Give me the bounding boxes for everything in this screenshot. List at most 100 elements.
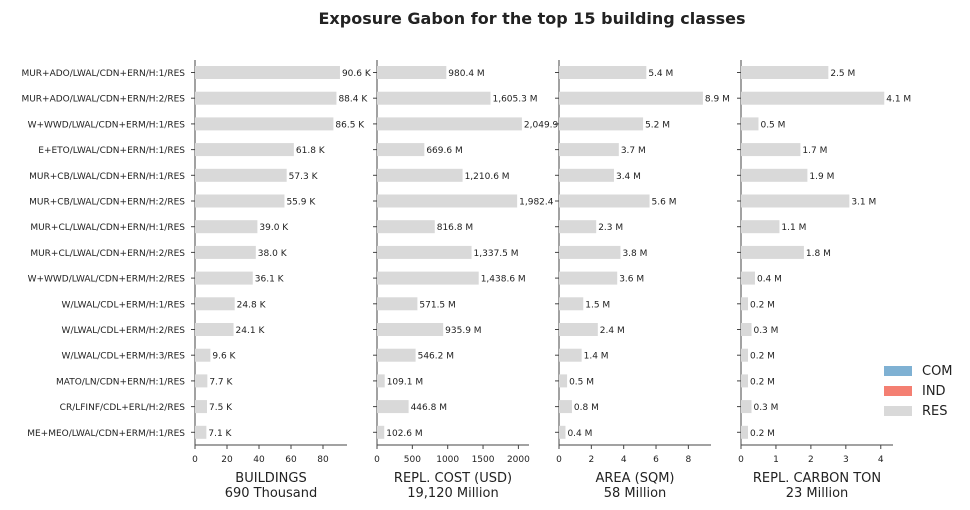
bar-res [559, 323, 598, 336]
bar-value-label: 3.1 M [851, 198, 876, 208]
bar-res [195, 425, 207, 439]
bar-value-label: 0.5 M [569, 377, 594, 387]
bar-res [195, 91, 337, 105]
bar-res [377, 143, 425, 157]
bar-value-label: 0.2 M [750, 429, 775, 439]
bar-res [195, 194, 285, 208]
bar-res [377, 117, 522, 131]
legend: COM IND RES [884, 362, 953, 422]
bar-value-label: 2.5 M [830, 69, 855, 79]
bar-value-label: 39.0 K [259, 223, 289, 233]
bar-res [377, 271, 479, 285]
x-tick-label: 6 [653, 455, 659, 465]
x-tick-label: 2 [808, 455, 814, 465]
bar-res [741, 168, 808, 182]
x-axis-total: 690 Thousand [225, 486, 318, 501]
legend-label-res: RES [922, 403, 948, 419]
category-label: W/LWAL/CDL+ERM/H:2/RES [62, 326, 186, 336]
bar-value-label: 571.5 M [419, 300, 455, 310]
bar-res [377, 91, 491, 105]
x-tick-label: 40 [253, 455, 265, 465]
bar-value-label: 2.4 M [600, 326, 625, 336]
bar-res [377, 374, 385, 388]
x-tick-label: 80 [317, 455, 329, 465]
x-tick-label: 4 [621, 455, 627, 465]
bar-value-label: 0.2 M [750, 300, 775, 310]
legend-label-com: COM [922, 363, 953, 379]
x-tick-label: 8 [685, 455, 691, 465]
category-label: MUR+CL/LWAL/CDN+ERN/H:1/RES [30, 223, 185, 233]
bar-value-label: 3.8 M [622, 249, 647, 259]
legend-swatch-com [884, 366, 912, 376]
bar-res [741, 271, 755, 285]
category-label: MUR+CB/LWAL/CDN+ERN/H:2/RES [29, 198, 185, 208]
legend-label-ind: IND [922, 383, 946, 399]
bar-res [559, 220, 597, 234]
x-tick-label: 20 [221, 455, 233, 465]
bar-value-label: 9.6 K [212, 352, 236, 362]
bar-value-label: 1.4 M [584, 352, 609, 362]
x-tick-label: 0 [374, 455, 380, 465]
x-tick-label: 2 [588, 455, 594, 465]
bar-value-label: 1.5 M [585, 300, 610, 310]
x-tick-label: 1 [773, 455, 779, 465]
bar-value-label: 2,049.9 [524, 120, 559, 130]
category-label: E+ETO/LWAL/CDN+ERN/H:1/RES [38, 146, 185, 156]
bar-value-label: 935.9 M [445, 326, 481, 336]
bar-res [377, 297, 418, 311]
bar-value-label: 0.2 M [750, 352, 775, 362]
bar-res [559, 117, 644, 131]
x-axis-label: REPL. COST (USD) [394, 471, 512, 486]
category-label: W+WWD/LWAL/CDN+ERM/H:1/RES [28, 120, 186, 130]
bar-res [741, 245, 804, 259]
bar-value-label: 5.4 M [648, 69, 673, 79]
bar-value-label: 669.6 M [426, 146, 462, 156]
x-tick-label: 0 [738, 455, 744, 465]
bar-res [559, 400, 572, 414]
bar-res [195, 117, 334, 131]
bar-res [741, 194, 850, 208]
bar-res [195, 348, 211, 362]
bar-value-label: 5.6 M [652, 198, 677, 208]
x-tick-label: 1000 [436, 455, 459, 465]
chart-title: Exposure Gabon for the top 15 building c… [318, 9, 746, 28]
bar-res [559, 348, 582, 362]
x-tick-label: 3 [843, 455, 849, 465]
bar-res [559, 425, 566, 439]
bar-value-label: 0.5 M [760, 120, 785, 130]
bar-res [195, 323, 234, 336]
bar-value-label: 3.7 M [621, 146, 646, 156]
bar-value-label: 2.3 M [598, 223, 623, 233]
bar-value-label: 1,982.4 [519, 198, 554, 208]
x-tick-label: 0 [556, 455, 562, 465]
bar-value-label: 102.6 M [386, 429, 422, 439]
bar-res [195, 66, 340, 79]
x-tick-label: 500 [404, 455, 421, 465]
bar-value-label: 1,438.6 M [481, 275, 526, 285]
bar-value-label: 1,337.5 M [474, 249, 519, 259]
x-axis-total: 58 Million [604, 486, 667, 501]
legend-item-ind: IND [884, 382, 953, 400]
bar-value-label: 7.1 K [208, 429, 232, 439]
bar-res [741, 143, 801, 157]
bar-value-label: 816.8 M [437, 223, 473, 233]
bar-res [741, 91, 885, 105]
bar-res [195, 168, 287, 182]
bar-value-label: 8.9 M [705, 95, 730, 105]
bar-res [741, 323, 752, 336]
bar-value-label: 0.8 M [574, 403, 599, 413]
legend-swatch-ind [884, 386, 912, 396]
bar-res [195, 143, 294, 157]
bar-res [377, 400, 409, 414]
bar-res [741, 297, 748, 311]
bar-res [377, 425, 385, 439]
category-label: CR/LFINF/CDL+ERL/H:2/RES [60, 403, 186, 413]
bar-value-label: 88.4 K [338, 95, 368, 105]
bar-value-label: 0.3 M [753, 326, 778, 336]
bar-value-label: 0.4 M [757, 275, 782, 285]
bar-res [195, 374, 208, 388]
category-label: MATO/LN/CDN+ERN/H:1/RES [56, 377, 185, 387]
bar-res [559, 91, 703, 105]
